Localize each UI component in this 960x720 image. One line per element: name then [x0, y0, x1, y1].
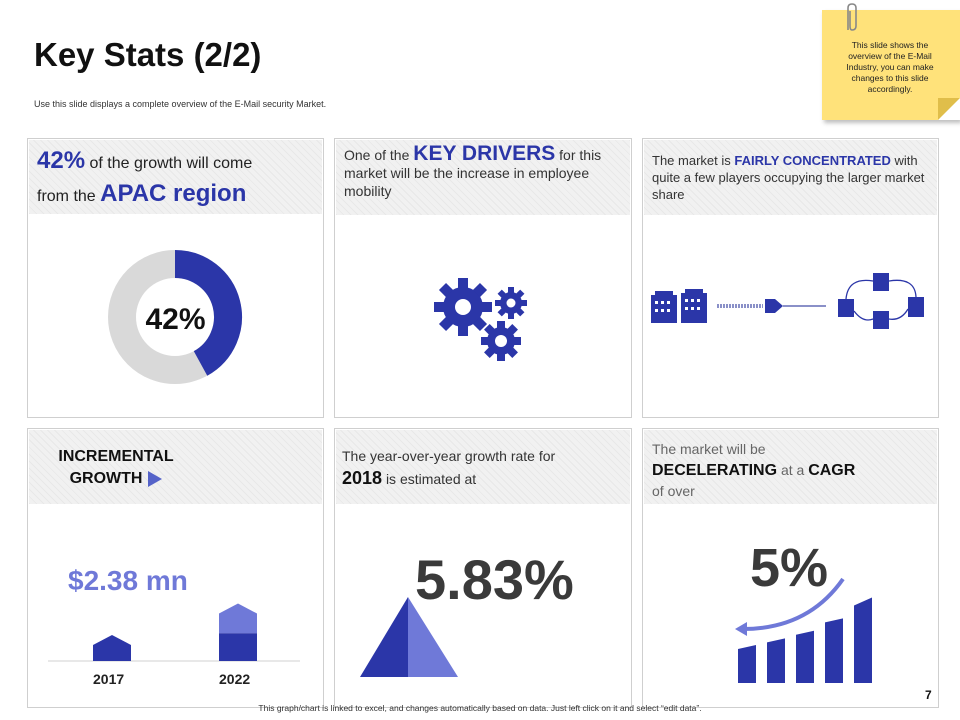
apac-text2: from the — [37, 188, 96, 205]
card-header — [336, 430, 630, 504]
cagr-value: 5% — [750, 538, 829, 598]
play-arrow-icon — [148, 470, 163, 487]
card-header — [29, 140, 322, 214]
cagr-line1: The market will be — [652, 441, 766, 457]
card-text-line2: from the APAC region — [37, 180, 246, 208]
donut-value-segment — [174, 250, 242, 376]
card-yoy-growth: The year-over-year growth rate for 2018 … — [334, 428, 632, 708]
year-label-2017: 2017 — [93, 671, 125, 687]
cagr-mid: at a — [780, 462, 805, 478]
cagr-line3: of over — [652, 483, 695, 499]
card-apac-growth: 42% of the growth will come from the APA… — [27, 138, 324, 418]
cagr-bar — [825, 618, 843, 683]
arrow-head-icon — [735, 622, 747, 636]
key-drivers-text: One of the KEY DRIVERS for this market w… — [344, 142, 604, 200]
card-header — [336, 140, 630, 215]
buildings-network-icon — [651, 273, 924, 329]
paperclip-icon — [847, 3, 857, 31]
bar-2017 — [93, 635, 131, 661]
slide-title: Key Stats (2/2) — [34, 36, 262, 73]
donut-label: 42% — [145, 303, 206, 336]
cagr-line2: DECELERATING at a CAGR — [652, 460, 932, 481]
footer-note: This graph/chart is linked to excel, and… — [258, 703, 702, 713]
donut-chart — [108, 250, 242, 384]
yoy-text: The year-over-year growth rate for 2018 … — [342, 445, 622, 490]
key-drivers-highlight: KEY DRIVERS — [413, 142, 556, 165]
incremental-line2-text: GROWTH — [69, 470, 143, 487]
cagr-bar — [767, 638, 785, 683]
incremental-amount: $2.38 mn — [68, 565, 188, 596]
pyramid-icon — [360, 597, 458, 677]
cagr-bar-chart — [735, 577, 872, 683]
cagr-highlight1: DECELERATING — [652, 462, 778, 479]
incremental-bar-chart — [48, 603, 300, 662]
incremental-growth-heading: INCREMENTAL GROWTH — [46, 446, 186, 490]
yoy-value: 5.83% — [415, 548, 574, 611]
slide-subtitle: Use this slide displays a complete overv… — [34, 99, 327, 109]
key-drivers-prefix: One of the — [344, 147, 410, 163]
yoy-line2: 2018 is estimated at — [342, 467, 622, 490]
incremental-line1: INCREMENTAL — [58, 448, 174, 465]
apac-percent: 42% — [37, 147, 86, 174]
bar-2022-base — [219, 633, 257, 661]
curved-arrow-icon — [742, 577, 845, 631]
key-drivers-rest: for this market will be the increase in … — [344, 147, 602, 199]
sticky-note: This slide shows the overview of the E-M… — [822, 10, 960, 120]
card-header — [644, 140, 937, 215]
year-label-2022: 2022 — [219, 671, 251, 687]
cagr-bar — [854, 597, 872, 683]
concentration-highlight: FAIRLY CONCENTRATED — [734, 153, 891, 168]
card-header — [29, 430, 322, 504]
apac-region: APAC region — [100, 180, 247, 207]
concentration-rest: with quite a few players occupying the l… — [652, 153, 925, 202]
page-number: 7 — [925, 688, 932, 702]
cagr-highlight2: CAGR — [808, 462, 856, 479]
yoy-line1: The year-over-year growth rate for — [342, 448, 556, 464]
card-text-line1: 42% of the growth will come — [37, 147, 252, 175]
card-market-concentration: The market is FAIRLY CONCENTRATED with q… — [642, 138, 939, 418]
concentration-prefix: The market is — [652, 153, 731, 168]
yoy-year: 2018 — [342, 468, 383, 488]
card-cagr: The market will be DECELERATING at a CAG… — [642, 428, 939, 708]
gears-icon — [434, 278, 527, 361]
card-key-drivers: One of the KEY DRIVERS for this market w… — [334, 138, 632, 418]
cagr-text: The market will be DECELERATING at a CAG… — [652, 439, 932, 502]
cagr-bar — [738, 645, 756, 683]
concentration-text: The market is FAIRLY CONCENTRATED with q… — [652, 152, 934, 203]
yoy-rest: is estimated at — [385, 471, 477, 487]
card-header — [644, 430, 937, 504]
incremental-line2: GROWTH — [46, 468, 186, 490]
card-incremental-growth: INCREMENTAL GROWTH $2.38 mn 2017 2022 — [27, 428, 324, 708]
sticky-note-text: This slide shows the overview of the E-M… — [846, 40, 934, 94]
note-fold — [938, 98, 960, 120]
cagr-bar — [796, 630, 814, 683]
apac-text1: of the growth will come — [89, 155, 253, 172]
bar-2022-increment — [219, 603, 257, 634]
